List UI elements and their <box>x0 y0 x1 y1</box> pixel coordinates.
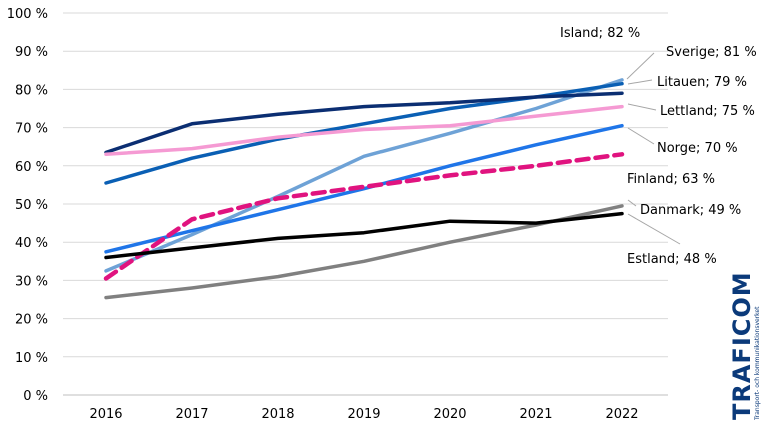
series-line-island <box>104 78 624 273</box>
y-tick-label: 80 % <box>15 83 48 98</box>
series-line-litauen <box>104 91 624 155</box>
y-tick-label: 70 % <box>15 122 48 137</box>
y-tick-label: 10 % <box>15 351 48 366</box>
leader-line <box>627 199 637 207</box>
leader-line <box>626 52 655 80</box>
series-line-lettland <box>104 104 624 157</box>
y-tick-label: 100 % <box>7 7 48 22</box>
traficom-logo: TRAFICOM Transport- och kommunikationsve… <box>728 271 761 421</box>
y-tick-label: 30 % <box>15 274 48 289</box>
logo-subtitle: Transport- och kommunikationsverket <box>754 306 761 421</box>
series-line-finland <box>103 152 625 281</box>
y-axis-ticks: 0 % 10 % 20 % 30 % 40 % 50 % 60 % 70 % 80 % 90 % 1… <box>7 7 48 404</box>
series-line-sverige <box>104 81 624 185</box>
series-label-finland: Finland; 63 % <box>627 172 715 187</box>
y-tick-label: 20 % <box>15 313 48 328</box>
series-label-sverige: Sverige; 81 % <box>666 45 757 60</box>
series-line-norge <box>104 123 624 254</box>
series-labels: Island; 82 % Sverige; 81 % Litauen; 79 % Le… <box>560 26 757 267</box>
x-tick-label: 2019 <box>347 407 380 422</box>
series-line-estland <box>104 211 624 260</box>
leader-line <box>627 213 681 245</box>
x-axis-ticks: 2016 2017 2018 2019 2020 2021 2022 <box>89 407 638 422</box>
label-leader-lines <box>626 52 681 245</box>
series-label-estland: Estland; 48 % <box>627 252 717 267</box>
leader-line <box>627 127 655 145</box>
series-label-litauen: Litauen; 79 % <box>657 75 747 90</box>
gridlines <box>63 12 668 396</box>
y-tick-label: 50 % <box>15 198 48 213</box>
logo-text: TRAFICOM <box>728 271 756 420</box>
x-tick-label: 2017 <box>175 407 208 422</box>
y-tick-label: 0 % <box>23 389 48 404</box>
y-tick-label: 40 % <box>15 236 48 251</box>
x-tick-label: 2022 <box>605 407 638 422</box>
series-label-island: Island; 82 % <box>560 26 640 41</box>
x-tick-label: 2021 <box>519 407 552 422</box>
y-tick-label: 60 % <box>15 160 48 175</box>
x-tick-label: 2018 <box>261 407 294 422</box>
series-label-norge: Norge; 70 % <box>657 141 738 156</box>
x-tick-label: 2020 <box>433 407 466 422</box>
y-tick-label: 90 % <box>15 45 48 60</box>
series-label-danmark: Danmark; 49 % <box>640 203 741 218</box>
series-lines <box>103 78 625 300</box>
leader-line <box>627 103 657 111</box>
series-label-lettland: Lettland; 75 % <box>660 104 755 119</box>
x-tick-label: 2016 <box>89 407 122 422</box>
leader-line <box>627 79 653 85</box>
series-line-danmark <box>104 204 624 300</box>
